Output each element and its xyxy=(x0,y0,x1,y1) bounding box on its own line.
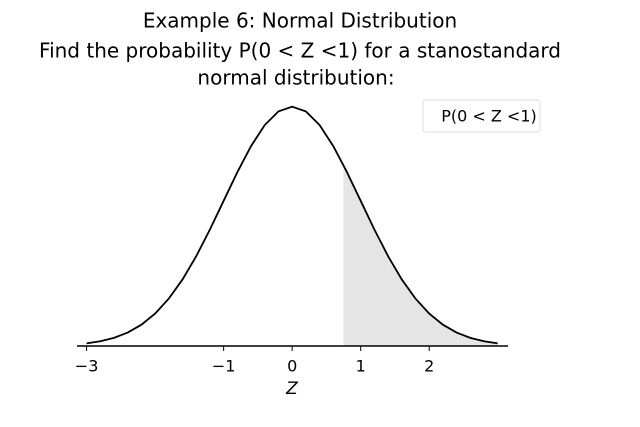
legend-label: P(0 < Z <1) xyxy=(441,107,537,126)
chart-title: Example 6: Normal Distribution xyxy=(143,9,457,33)
shaded-area xyxy=(343,165,498,346)
chart-subtitle: Find the probability P(0 < Z <1) for a s… xyxy=(39,39,561,63)
x-tick-label: 2 xyxy=(424,357,434,376)
x-tick-label: −3 xyxy=(75,357,99,376)
x-tick-label: −1 xyxy=(212,357,236,376)
x-tick-label: 1 xyxy=(356,357,366,376)
legend-box xyxy=(422,99,541,133)
x-axis-label: Z xyxy=(285,379,298,399)
chart-subtitle: normal distribution: xyxy=(197,66,394,90)
x-tick-label: 0 xyxy=(287,357,297,376)
curve xyxy=(86,105,498,345)
